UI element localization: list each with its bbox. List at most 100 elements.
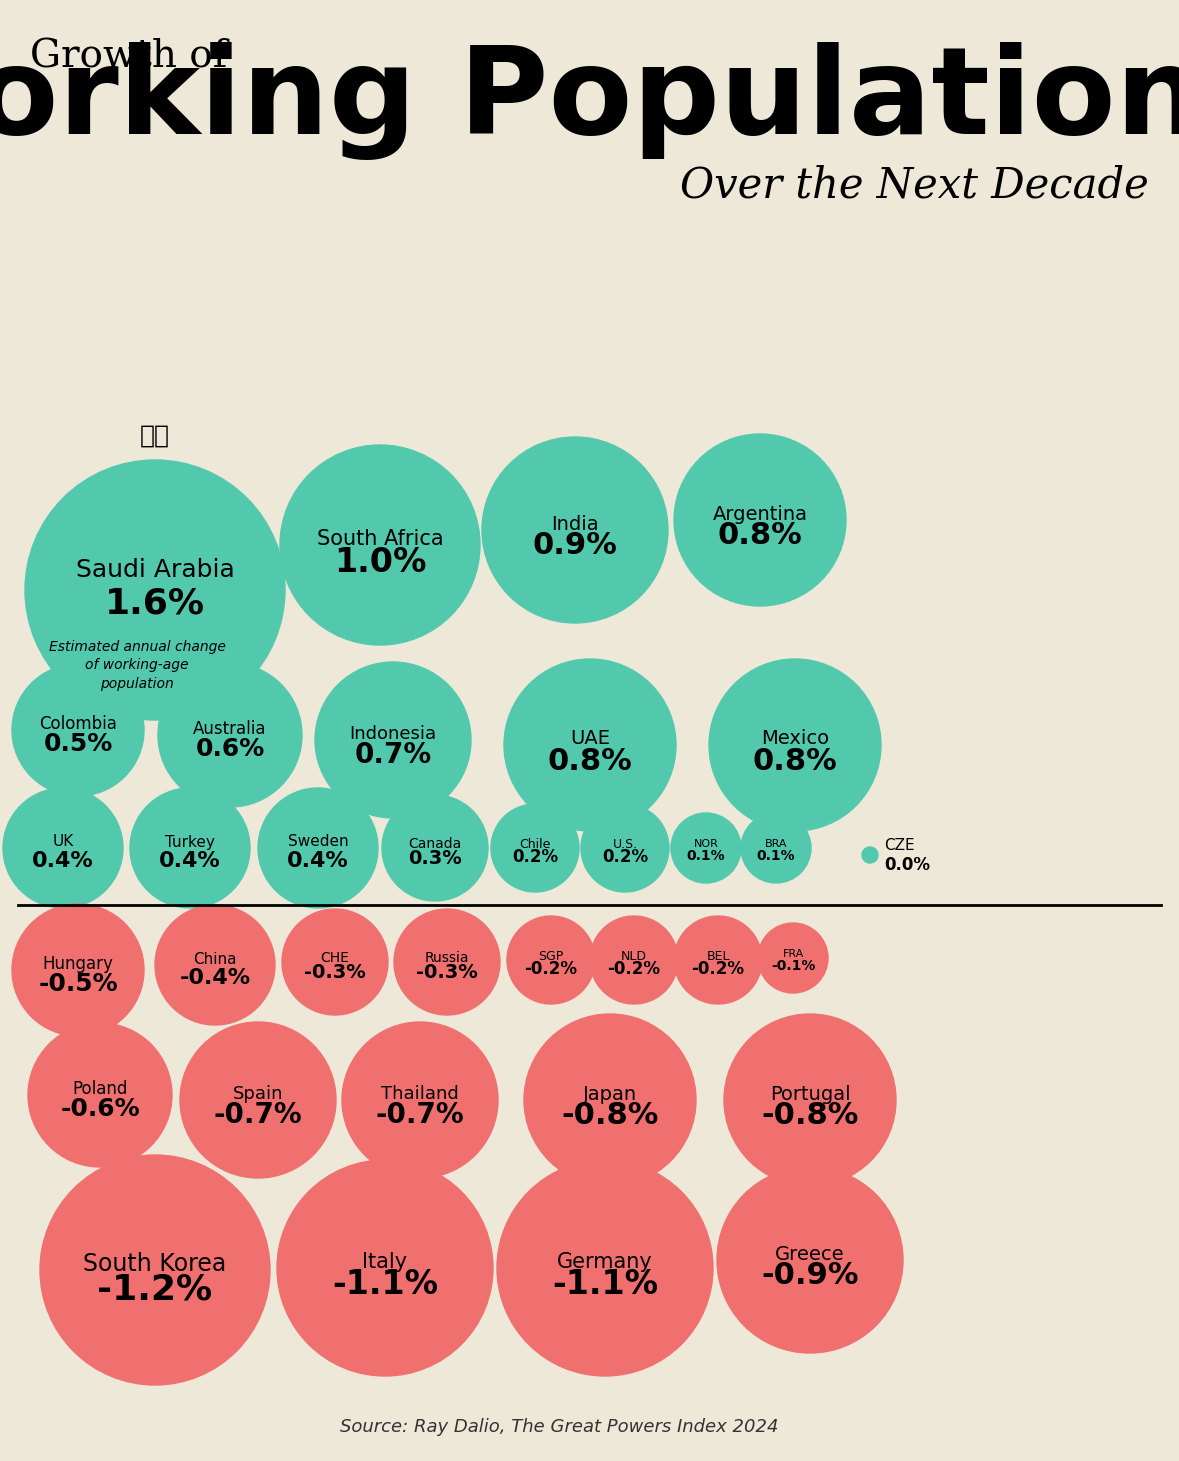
Circle shape <box>258 787 378 907</box>
Circle shape <box>342 1023 498 1178</box>
Circle shape <box>40 1156 270 1385</box>
Text: Estimated annual change
of working-age
population: Estimated annual change of working-age p… <box>48 640 225 691</box>
Text: Sweden: Sweden <box>288 834 348 849</box>
Circle shape <box>507 916 595 1004</box>
Text: -1.1%: -1.1% <box>552 1268 658 1302</box>
Text: Portugal: Portugal <box>770 1084 850 1103</box>
Text: 0.8%: 0.8% <box>547 747 632 776</box>
Text: Saudi Arabia: Saudi Arabia <box>75 558 235 581</box>
Text: -0.5%: -0.5% <box>38 972 118 996</box>
Text: Growth of: Growth of <box>29 38 228 75</box>
Text: Poland: Poland <box>72 1080 127 1099</box>
Circle shape <box>180 1023 336 1178</box>
Circle shape <box>862 847 878 863</box>
Text: Working Populations: Working Populations <box>0 42 1179 161</box>
Text: -0.7%: -0.7% <box>376 1102 465 1129</box>
Text: UAE: UAE <box>569 729 610 748</box>
Text: Chile: Chile <box>519 837 551 850</box>
Circle shape <box>12 904 144 1036</box>
Circle shape <box>709 659 881 831</box>
Text: -0.2%: -0.2% <box>607 960 660 977</box>
Text: Argentina: Argentina <box>712 504 808 523</box>
Text: India: India <box>552 514 599 533</box>
Text: -1.2%: -1.2% <box>98 1273 212 1306</box>
Text: BEL: BEL <box>706 950 730 963</box>
Text: Spain: Spain <box>232 1086 283 1103</box>
Circle shape <box>498 1160 713 1376</box>
Circle shape <box>158 663 302 806</box>
Circle shape <box>130 787 250 907</box>
Circle shape <box>394 909 500 1015</box>
Circle shape <box>382 795 488 901</box>
Text: Italy: Italy <box>362 1252 408 1273</box>
Text: 0.0%: 0.0% <box>884 856 930 874</box>
Circle shape <box>154 904 275 1026</box>
Circle shape <box>282 909 388 1015</box>
Text: -0.8%: -0.8% <box>762 1102 858 1131</box>
Circle shape <box>724 1014 896 1186</box>
Text: -0.1%: -0.1% <box>771 958 815 973</box>
Circle shape <box>12 663 144 796</box>
Text: 0.5%: 0.5% <box>44 732 113 755</box>
Text: 0.2%: 0.2% <box>512 847 558 866</box>
Circle shape <box>717 1167 903 1353</box>
Circle shape <box>674 916 762 1004</box>
Text: BRA: BRA <box>765 839 788 849</box>
Text: Hungary: Hungary <box>42 955 113 973</box>
Text: Indonesia: Indonesia <box>349 725 436 744</box>
Circle shape <box>277 1160 493 1376</box>
Text: 1.6%: 1.6% <box>105 587 205 621</box>
Text: -0.7%: -0.7% <box>213 1102 302 1129</box>
Text: Germany: Germany <box>558 1252 653 1273</box>
Text: -0.2%: -0.2% <box>525 960 578 977</box>
Text: -0.4%: -0.4% <box>179 969 251 988</box>
Text: U.S.: U.S. <box>612 837 638 850</box>
Text: Mexico: Mexico <box>760 729 829 748</box>
Text: 0.8%: 0.8% <box>718 522 803 551</box>
Circle shape <box>490 804 579 893</box>
Text: 1.0%: 1.0% <box>334 545 426 579</box>
Text: 0.4%: 0.4% <box>159 850 220 871</box>
Text: -0.6%: -0.6% <box>60 1097 140 1121</box>
Text: Source: Ray Dalio, The Great Powers Index 2024: Source: Ray Dalio, The Great Powers Inde… <box>341 1419 779 1436</box>
Circle shape <box>279 446 480 644</box>
Text: 0.1%: 0.1% <box>686 849 725 863</box>
Text: Over the Next Decade: Over the Next Decade <box>680 165 1150 207</box>
Text: China: China <box>193 951 237 967</box>
Circle shape <box>28 1023 172 1167</box>
Text: 0.2%: 0.2% <box>602 847 648 866</box>
Text: 0.1%: 0.1% <box>757 849 796 863</box>
Text: 0.3%: 0.3% <box>408 849 462 868</box>
Text: South Korea: South Korea <box>84 1252 226 1275</box>
Text: NLD: NLD <box>621 950 647 963</box>
Text: -0.3%: -0.3% <box>416 963 477 982</box>
Text: South Africa: South Africa <box>317 529 443 549</box>
Circle shape <box>758 923 828 993</box>
Text: Thailand: Thailand <box>381 1086 459 1103</box>
Circle shape <box>674 434 847 606</box>
Text: -0.8%: -0.8% <box>561 1102 659 1131</box>
Circle shape <box>523 1014 696 1186</box>
Text: 0.8%: 0.8% <box>752 747 837 776</box>
Text: Colombia: Colombia <box>39 714 117 733</box>
Circle shape <box>581 804 668 893</box>
Text: Canada: Canada <box>408 837 462 850</box>
Text: 0.9%: 0.9% <box>533 532 618 561</box>
Text: Greece: Greece <box>775 1245 845 1264</box>
Text: Russia: Russia <box>424 951 469 966</box>
Text: NOR: NOR <box>693 839 718 849</box>
Circle shape <box>4 787 123 907</box>
Text: Australia: Australia <box>193 720 266 738</box>
Circle shape <box>671 812 740 882</box>
Text: 0.4%: 0.4% <box>288 850 349 871</box>
Text: -1.1%: -1.1% <box>332 1268 439 1302</box>
Text: SGP: SGP <box>539 950 564 963</box>
Text: Turkey: Turkey <box>165 834 215 849</box>
Text: 0.4%: 0.4% <box>32 850 94 871</box>
Circle shape <box>482 437 668 622</box>
Text: CHE: CHE <box>321 951 349 966</box>
Text: FRA: FRA <box>783 950 804 958</box>
Circle shape <box>503 659 676 831</box>
Circle shape <box>590 916 678 1004</box>
Circle shape <box>315 662 470 818</box>
